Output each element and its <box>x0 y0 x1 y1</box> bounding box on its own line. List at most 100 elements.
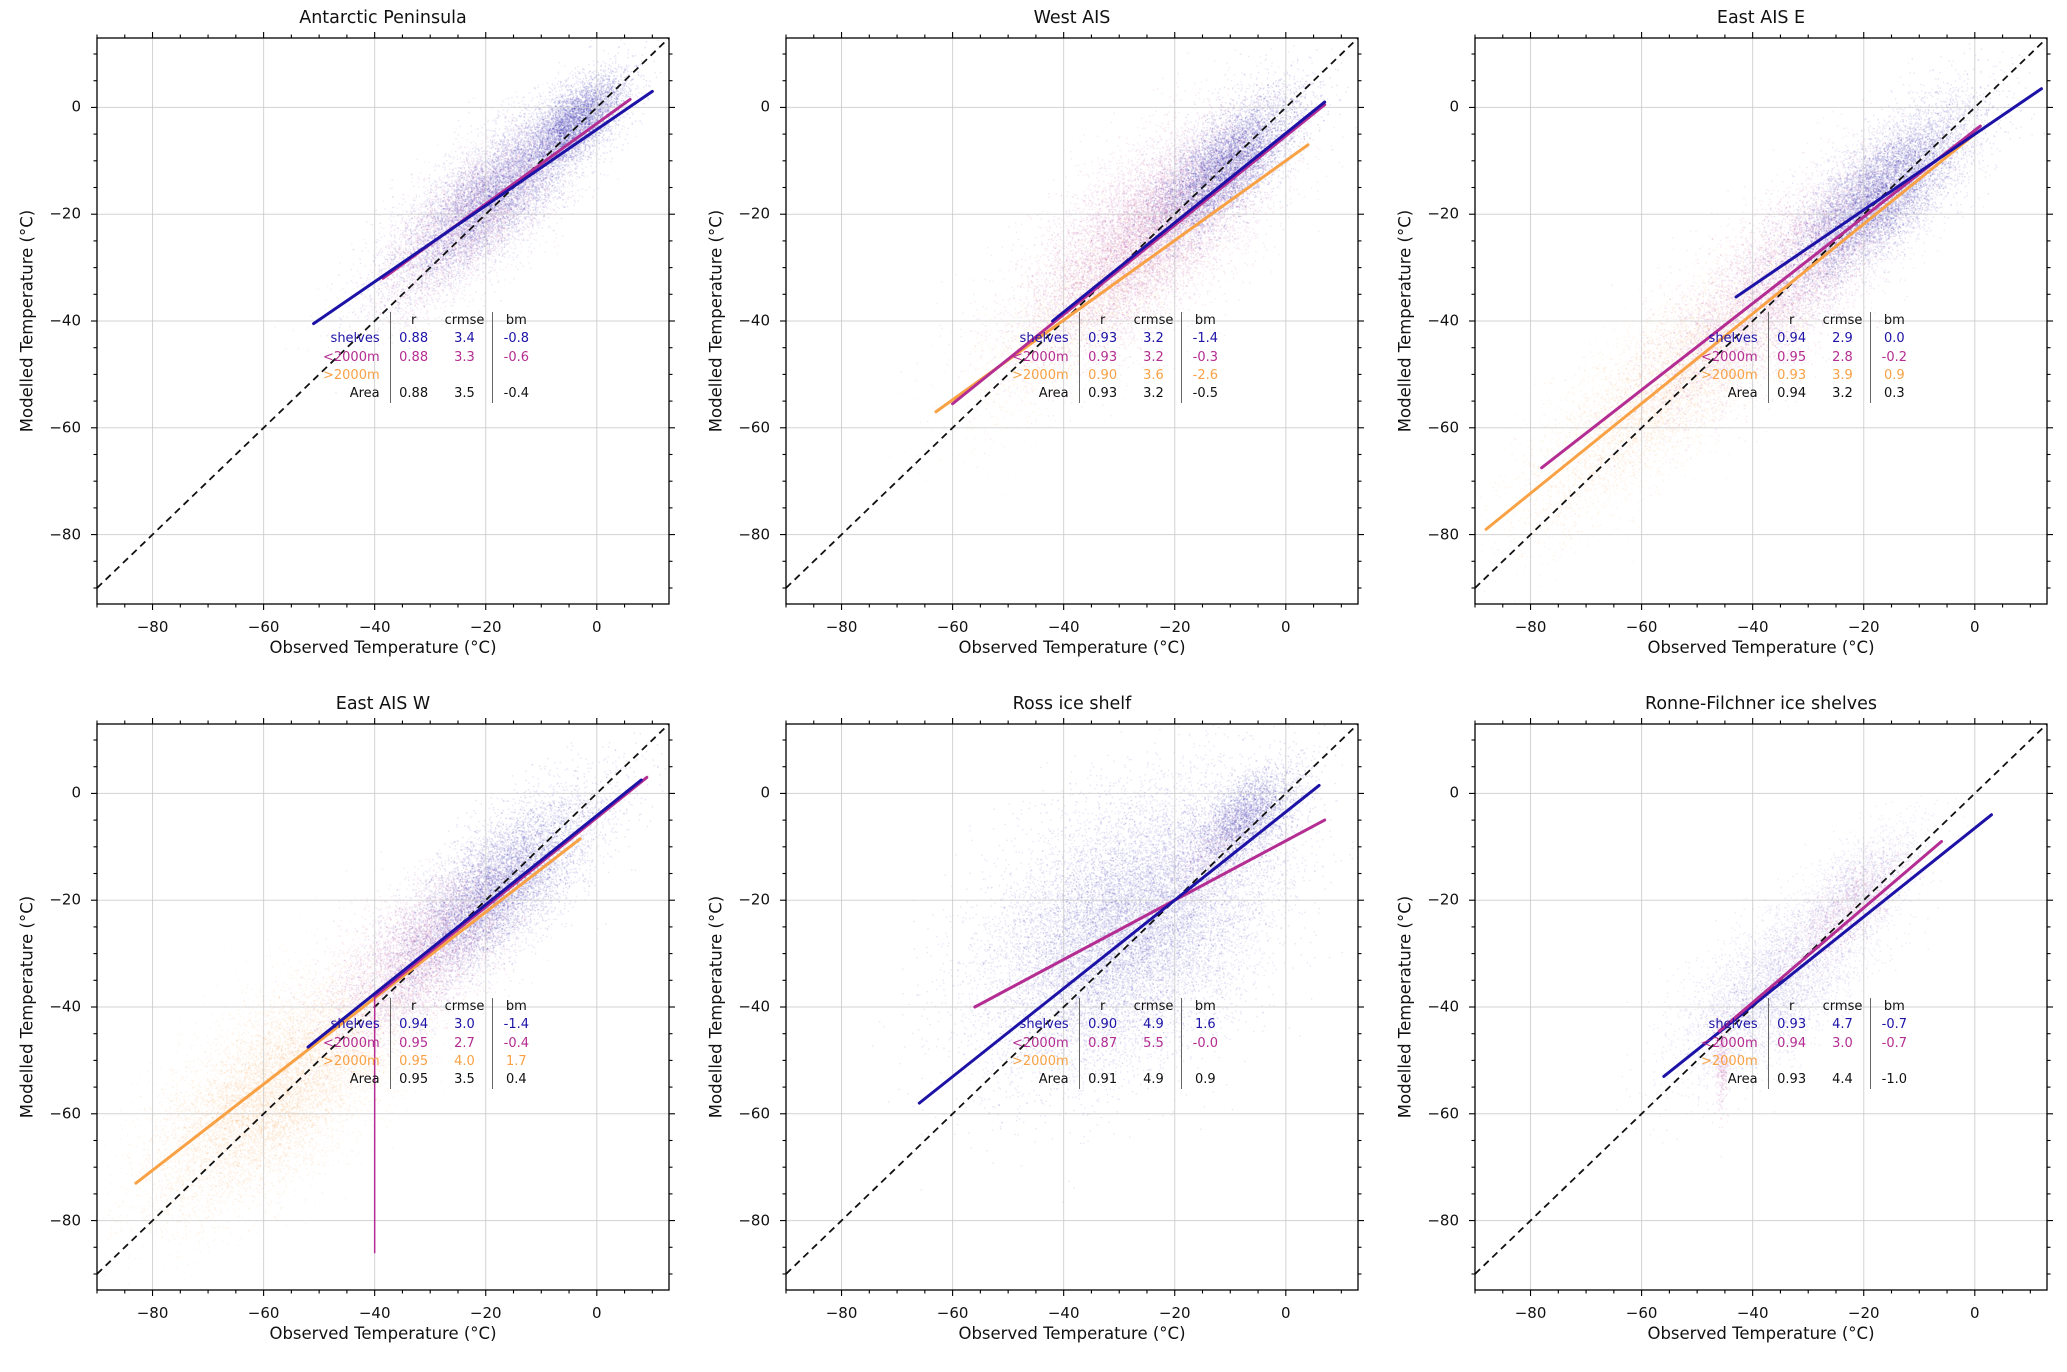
x-tick-label: −20 <box>469 618 502 636</box>
stats-row-sub2000: <2000m 0.87 5.5 -0.0 <box>1004 1034 1229 1053</box>
stats-table: r crmse bm shelves 0.93 4.7 -0.7 <2000m 0.94 3.0-… <box>1693 998 1918 1090</box>
stats-value: -0.2 <box>1870 348 1918 367</box>
stats-header-r: r <box>1078 998 1126 1017</box>
x-tick-label: −80 <box>136 1304 169 1322</box>
y-tick-label: 0 <box>760 784 770 803</box>
stats-row-area: Area 0.93 4.4 -1.0 <box>1693 1071 1918 1090</box>
plot-area: −80 −80 −60 −60 −40 −40 −20 −20 0 0 r crmse bm shelve… <box>1427 714 2057 1322</box>
stats-series-label: Area <box>1727 1072 1758 1087</box>
stats-series-label: Area <box>349 386 380 401</box>
y-tick-label: −60 <box>49 1104 81 1123</box>
panel-title: East AIS W <box>335 694 431 714</box>
x-tick-label: 0 <box>1970 1304 1980 1322</box>
stats-row-over2000: >2000m <box>1693 1052 1918 1071</box>
stats-value: -1.4 <box>1181 330 1229 349</box>
y-tick-label: −60 <box>738 418 770 437</box>
panel-title: East AIS E <box>1716 8 1806 28</box>
stats-value: 0.0 <box>1870 330 1918 349</box>
stats-header-bm: bm <box>492 312 540 331</box>
stats-header-r: r <box>389 312 437 331</box>
stats-value: 0.94 <box>1767 1034 1815 1053</box>
stats-value: -0.8 <box>492 330 540 349</box>
stats-value: -2.6 <box>1181 366 1229 385</box>
panel-east-ais-e: East AIS E Modelled Temperature (°C) −80… <box>1378 0 2067 686</box>
stats-row-over2000: >2000m 0.93 3.9 0.9 <box>1693 366 1918 385</box>
y-tick-label: −20 <box>738 204 770 223</box>
stats-value: -0.4 <box>492 385 540 404</box>
stats-series-label: >2000m <box>1012 1053 1069 1069</box>
stats-header-row: r crmse bm <box>1693 312 1918 331</box>
stats-value: 0.90 <box>1078 366 1126 385</box>
stats-value: 0.4 <box>492 1071 540 1090</box>
stats-series-label: <2000m <box>1701 1035 1758 1051</box>
y-tick-label: −20 <box>49 890 81 909</box>
panel-ross-ice-shelf: Ross ice shelf Modelled Temperature (°C)… <box>689 686 1378 1372</box>
stats-value: 3.2 <box>1143 331 1164 347</box>
x-tick-label: −40 <box>358 1304 391 1322</box>
stats-value <box>1870 1052 1918 1071</box>
x-tick-label: −40 <box>358 618 391 636</box>
stats-value: 0.9 <box>1181 1071 1229 1090</box>
x-tick-label: −80 <box>1514 618 1547 636</box>
x-tick-label: −40 <box>1047 1304 1080 1322</box>
stats-value: 4.4 <box>1832 1072 1853 1087</box>
stats-value <box>1078 1052 1126 1071</box>
stats-value <box>1126 1053 1182 1071</box>
y-tick-label: −60 <box>49 418 81 437</box>
stats-row-area: Area 0.88 3.5 -0.4 <box>315 385 540 404</box>
stats-value: 0.93 <box>1767 366 1815 385</box>
y-tick-label: −40 <box>1427 997 1459 1016</box>
stats-value: 1.6 <box>1181 1016 1229 1035</box>
x-axis-label: Observed Temperature (°C) <box>958 638 1186 657</box>
stats-header-spacer <box>1693 998 1768 1016</box>
stats-series-label: shelves <box>1708 331 1758 347</box>
stats-value: 0.90 <box>1078 1016 1126 1035</box>
stats-value: 2.7 <box>454 1035 475 1051</box>
x-axis-label: Observed Temperature (°C) <box>1647 1324 1875 1343</box>
y-tick-label: −60 <box>1427 418 1459 437</box>
plot-area: −80 −80 −60 −60 −40 −40 −20 −20 0 0 r crmse bm shelve… <box>49 28 679 636</box>
stats-header-row: r crmse bm <box>1004 312 1229 331</box>
stats-value: 0.93 <box>1767 1016 1815 1035</box>
stats-value: 0.3 <box>1870 385 1918 404</box>
x-tick-label: −80 <box>825 618 858 636</box>
stats-header-crmse: crmse <box>1822 999 1863 1014</box>
stats-value: -1.0 <box>1870 1071 1918 1090</box>
stats-row-shelves: shelves 0.88 3.4 -0.8 <box>315 330 540 349</box>
x-tick-label: 0 <box>1281 1304 1291 1322</box>
stats-value <box>1181 1052 1229 1071</box>
stats-series-label: <2000m <box>1012 349 1069 365</box>
stats-row-area: Area 0.93 3.2 -0.5 <box>1004 385 1229 404</box>
stats-table: r crmse bm shelves 0.94 3.0 -1.4 <2000m 0.95 2.7-… <box>315 998 540 1090</box>
stats-value <box>1767 1052 1815 1071</box>
stats-value: -1.4 <box>492 1016 540 1035</box>
y-tick-label: −60 <box>1427 1104 1459 1123</box>
x-axis-label: Observed Temperature (°C) <box>269 1324 497 1343</box>
stats-series-label: >2000m <box>323 367 380 383</box>
stats-header-row: r crmse bm <box>315 312 540 331</box>
stats-series-label: shelves <box>330 331 380 347</box>
stats-value: 0.94 <box>1767 330 1815 349</box>
x-tick-label: −20 <box>1158 618 1191 636</box>
stats-header-r: r <box>1767 998 1815 1017</box>
y-tick-label: −40 <box>1427 311 1459 330</box>
stats-value: 3.9 <box>1832 367 1853 383</box>
stats-row-over2000: >2000m <box>315 366 540 385</box>
stats-row-sub2000: <2000m 0.95 2.8 -0.2 <box>1693 348 1918 367</box>
stats-header-row: r crmse bm <box>315 998 540 1017</box>
stats-value: 0.93 <box>1078 330 1126 349</box>
stats-value: -0.4 <box>492 1034 540 1053</box>
y-tick-label: −20 <box>1427 890 1459 909</box>
x-axis-label: Observed Temperature (°C) <box>1647 638 1875 657</box>
stats-value <box>492 366 540 385</box>
panel-antarctic-peninsula: Antarctic Peninsula Modelled Temperature… <box>0 0 689 686</box>
stats-value: 3.0 <box>454 1017 475 1033</box>
x-tick-label: −20 <box>1158 1304 1191 1322</box>
stats-series-label: shelves <box>1019 331 1069 347</box>
plot-area: −80 −80 −60 −60 −40 −40 −20 −20 0 0 r crmse bm shelve… <box>49 714 679 1322</box>
panel-east-ais-w: East AIS W Modelled Temperature (°C) −80… <box>0 686 689 1372</box>
stats-row-over2000: >2000m 0.90 3.6 -2.6 <box>1004 366 1229 385</box>
stats-row-area: Area 0.91 4.9 0.9 <box>1004 1071 1229 1090</box>
stats-header-bm: bm <box>1870 312 1918 331</box>
